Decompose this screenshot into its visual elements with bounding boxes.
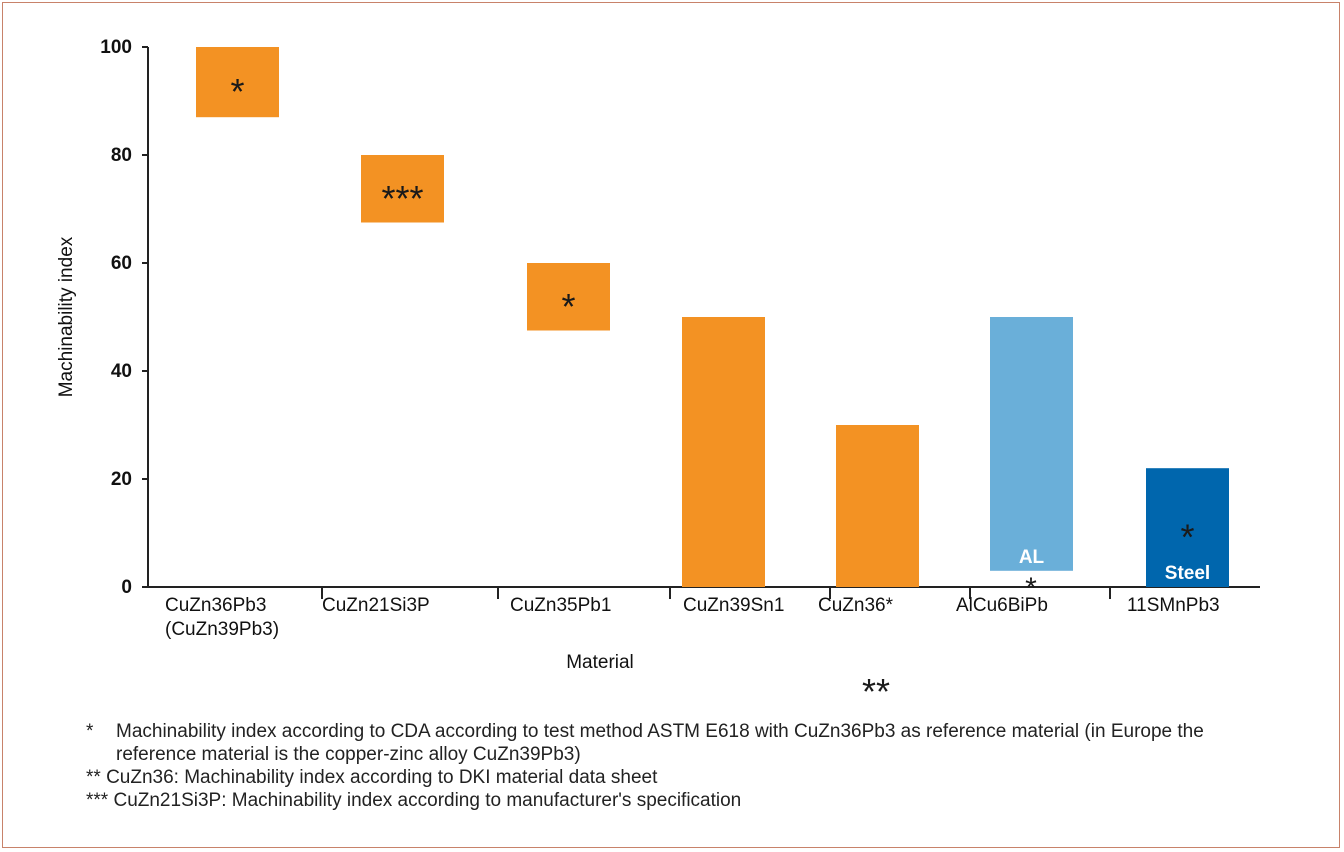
bar (1146, 468, 1229, 587)
category-label: CuZn36Pb3 (165, 595, 266, 616)
y-tick-label: 0 (121, 577, 132, 598)
y-axis-label: Machinability index (56, 236, 77, 397)
category-label: 11SMnPb3 (1127, 595, 1220, 616)
footnote-2: ** CuZn36: Machinability index according… (86, 766, 1266, 789)
bar (196, 47, 279, 118)
category-label: (CuZn39Pb3) (165, 619, 279, 640)
labels: CuZn36Pb3 (CuZn39Pb3) CuZn21Si3P CuZn35Pb1 C… (165, 572, 1220, 710)
y-tick-label: 60 (111, 253, 132, 274)
category-label: CuZn35Pb1 (510, 595, 611, 616)
bar-asterisk: *** (381, 178, 423, 219)
footnote-2-text: CuZn36: Machinability index according to… (106, 767, 658, 788)
bar (361, 155, 444, 223)
footnote-2-mark: ** (86, 767, 101, 788)
y-tick-label: 20 (111, 469, 132, 490)
x-axis-label: Material (566, 652, 634, 673)
bar (682, 317, 765, 587)
footnote-1-mark: * (86, 721, 94, 742)
footnotes: * Machinability index according to CDA a… (86, 720, 1266, 812)
annotation-asterisk: * (1025, 572, 1037, 605)
bar-inner-label: AL (1019, 547, 1045, 568)
bar-asterisk: * (1180, 517, 1194, 558)
footnote-1: * Machinability index according to CDA a… (86, 720, 1266, 766)
category-label: CuZn39Sn1 (683, 595, 784, 616)
category-label: CuZn21Si3P (322, 595, 430, 616)
bar (836, 425, 919, 587)
bar-inner-label: Steel (1165, 563, 1210, 584)
bar-asterisk: * (230, 71, 244, 112)
category-label: CuZn36* (818, 595, 894, 616)
bars: *****AL *Steel (196, 47, 1229, 587)
footnote-3: *** CuZn21Si3P: Machinability index acco… (86, 789, 1266, 812)
bar-asterisk: * (561, 286, 575, 327)
y-tick-label: 100 (100, 37, 132, 58)
y-tick-label: 40 (111, 361, 132, 382)
bar (527, 263, 610, 331)
y-tick-label: 80 (111, 145, 132, 166)
bar (990, 317, 1073, 571)
footnote-3-text: CuZn21Si3P: Machinability index accordin… (113, 790, 742, 811)
category-label: AlCu6BiPb (956, 595, 1048, 616)
footnote-3-mark: *** (86, 790, 109, 811)
annotation-double-asterisk: ** (862, 671, 890, 710)
axes: 0 20 40 60 80 100 Machinability index Material (56, 37, 1260, 673)
footnote-1-text: Machinability index according to CDA acc… (116, 721, 1204, 765)
